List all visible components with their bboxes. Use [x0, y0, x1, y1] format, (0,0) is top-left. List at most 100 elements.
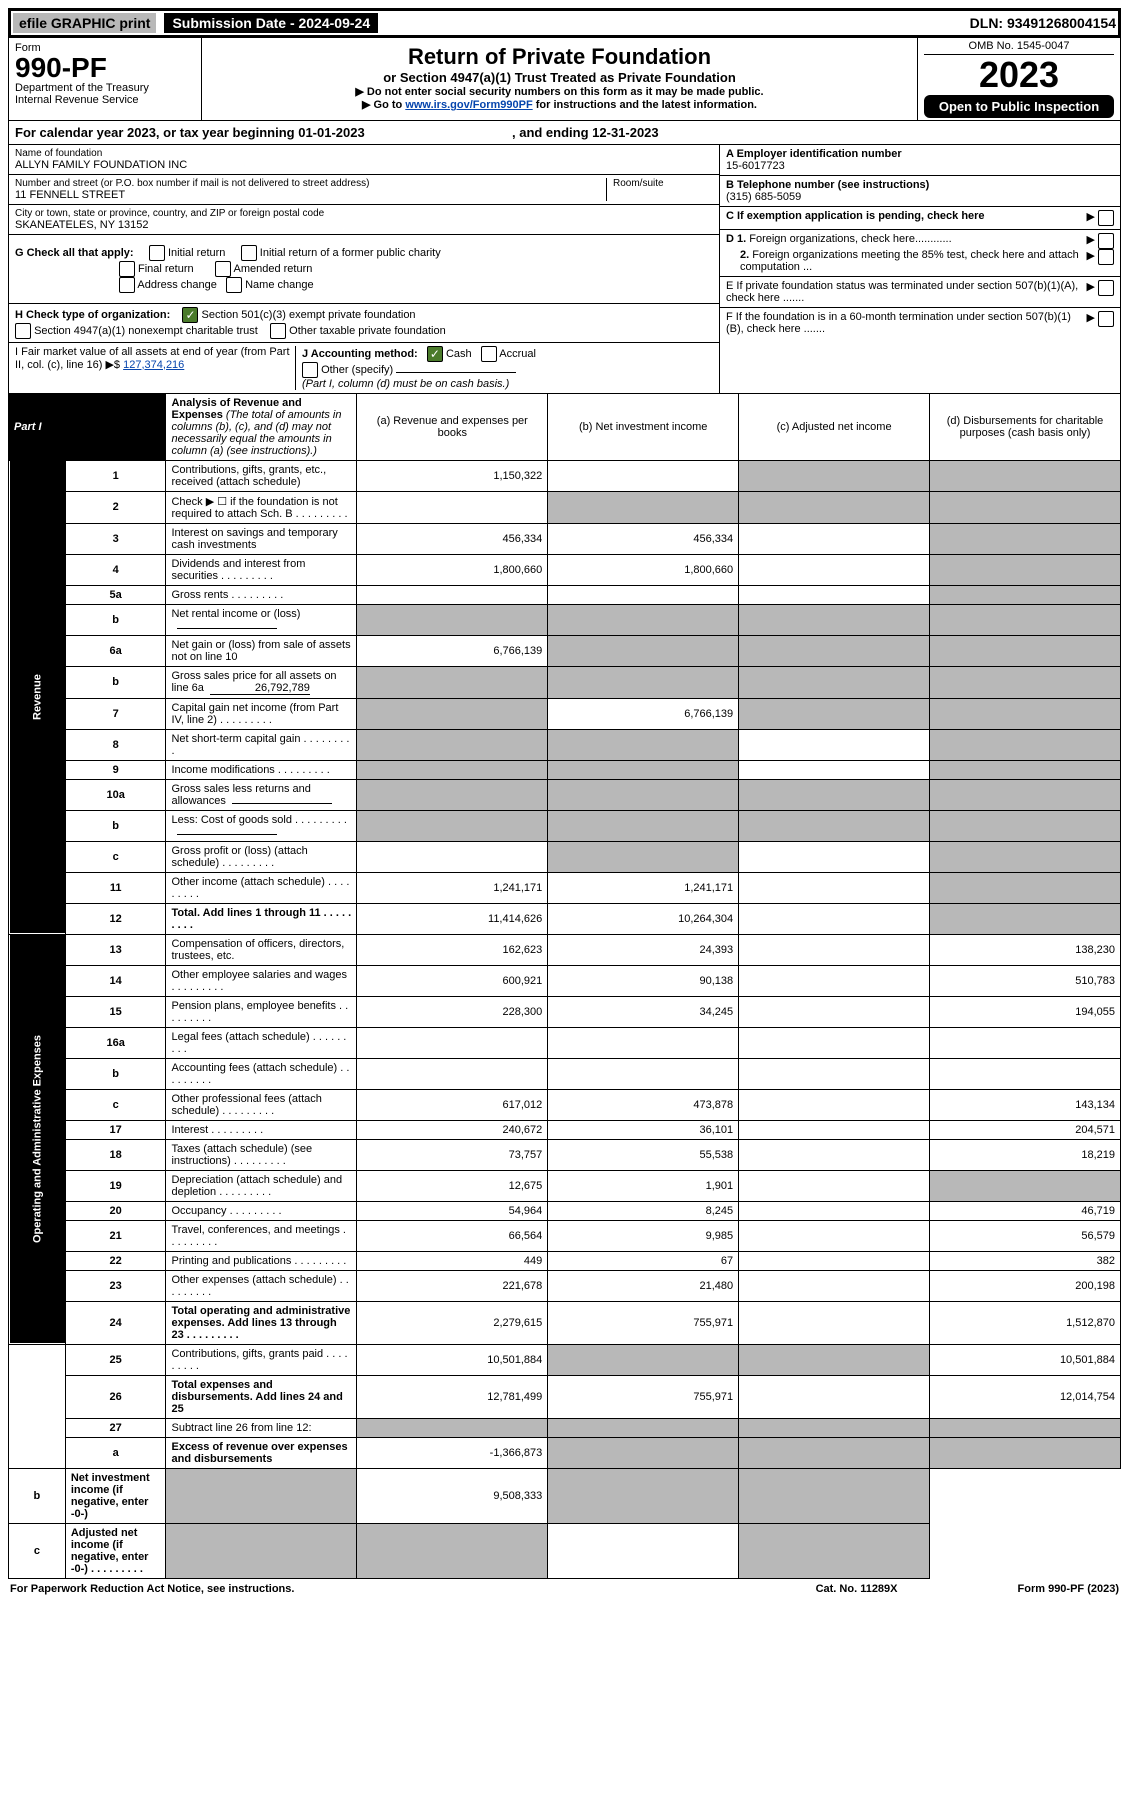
- cal-begin: For calendar year 2023, or tax year begi…: [15, 125, 365, 140]
- j-other: Other (specify): [321, 364, 393, 376]
- phone-value: (315) 685-5059: [726, 191, 801, 203]
- c-checkbox[interactable]: [1098, 210, 1114, 226]
- note-2b: for instructions and the latest informat…: [533, 99, 757, 111]
- value-cell: [548, 841, 739, 872]
- value-cell: 194,055: [930, 996, 1121, 1027]
- value-cell: [357, 729, 548, 760]
- j-accrual-checkbox[interactable]: [481, 346, 497, 362]
- value-cell: 54,964: [357, 1201, 548, 1220]
- h-4947-checkbox[interactable]: [15, 323, 31, 339]
- value-cell: 1,512,870: [930, 1301, 1121, 1344]
- blank-cell: [9, 1344, 66, 1468]
- table-row: bAccounting fees (attach schedule) . . .…: [9, 1058, 1121, 1089]
- table-row: 11Other income (attach schedule) . . . .…: [9, 872, 1121, 903]
- j-other-checkbox[interactable]: [302, 362, 318, 378]
- g-former-checkbox[interactable]: [241, 245, 257, 261]
- value-cell: [739, 1120, 930, 1139]
- g-initial-checkbox[interactable]: [149, 245, 165, 261]
- g-amended-checkbox[interactable]: [215, 261, 231, 277]
- table-row: 4Dividends and interest from securities …: [9, 554, 1121, 585]
- value-cell: [739, 996, 930, 1027]
- arrow-icon: ▶: [1086, 210, 1094, 226]
- arrow-icon: ▶: [1086, 280, 1094, 304]
- line-description: Income modifications . . . . . . . . .: [166, 760, 357, 779]
- value-cell: [357, 491, 548, 523]
- col-c-header: (c) Adjusted net income: [739, 393, 930, 460]
- table-row: 3Interest on savings and temporary cash …: [9, 523, 1121, 554]
- value-cell: [930, 604, 1121, 635]
- top-bar: efile GRAPHIC print Submission Date - 20…: [8, 8, 1121, 38]
- table-row: 21Travel, conferences, and meetings . . …: [9, 1220, 1121, 1251]
- col-d-header: (d) Disbursements for charitable purpose…: [930, 393, 1121, 460]
- line-description: Total. Add lines 1 through 11 . . . . . …: [166, 903, 357, 934]
- line-number: b: [65, 1058, 166, 1089]
- table-row: 7Capital gain net income (from Part IV, …: [9, 698, 1121, 729]
- h-501c3-checkbox[interactable]: [182, 307, 198, 323]
- value-cell: [930, 585, 1121, 604]
- value-cell: [548, 491, 739, 523]
- tax-year: 2023: [924, 55, 1114, 95]
- line-description: Net gain or (loss) from sale of assets n…: [166, 635, 357, 666]
- value-cell: 473,878: [548, 1089, 739, 1120]
- value-cell: 12,014,754: [930, 1375, 1121, 1418]
- f-checkbox[interactable]: [1098, 311, 1114, 327]
- note-2a: ▶ Go to: [362, 99, 405, 111]
- line-description: Occupancy . . . . . . . . .: [166, 1201, 357, 1220]
- g-namechg-checkbox[interactable]: [226, 277, 242, 293]
- value-cell: 382: [930, 1251, 1121, 1270]
- j-accrual: Accrual: [499, 348, 536, 360]
- irs-link[interactable]: www.irs.gov/Form990PF: [405, 99, 532, 111]
- table-row: Operating and Administrative Expenses13C…: [9, 934, 1121, 965]
- value-cell: [357, 1058, 548, 1089]
- e-checkbox[interactable]: [1098, 280, 1114, 296]
- line-number: 13: [65, 934, 166, 965]
- value-cell: [739, 1201, 930, 1220]
- line-description: Interest . . . . . . . . .: [166, 1120, 357, 1139]
- line-description: Net rental income or (loss): [166, 604, 357, 635]
- d2-checkbox[interactable]: [1098, 249, 1114, 265]
- table-row: 8Net short-term capital gain . . . . . .…: [9, 729, 1121, 760]
- table-row: 6aNet gain or (loss) from sale of assets…: [9, 635, 1121, 666]
- j-cash-checkbox[interactable]: [427, 346, 443, 362]
- line-description: Subtract line 26 from line 12:: [166, 1418, 357, 1437]
- line-number: 2: [65, 491, 166, 523]
- line-number: 16a: [65, 1027, 166, 1058]
- value-cell: [930, 760, 1121, 779]
- line-number: 23: [65, 1270, 166, 1301]
- value-cell: [548, 1027, 739, 1058]
- g-address-checkbox[interactable]: [119, 277, 135, 293]
- line-number: 27: [65, 1418, 166, 1437]
- line-number: 11: [65, 872, 166, 903]
- value-cell: [357, 1418, 548, 1437]
- value-cell: [739, 666, 930, 698]
- h-other-checkbox[interactable]: [270, 323, 286, 339]
- value-cell: [930, 903, 1121, 934]
- value-cell: [739, 1270, 930, 1301]
- efile-btn[interactable]: efile GRAPHIC print: [13, 13, 156, 33]
- omb-number: OMB No. 1545-0047: [924, 40, 1114, 55]
- dln: DLN: 93491268004154: [970, 15, 1116, 31]
- value-cell: [739, 760, 930, 779]
- value-cell: [930, 635, 1121, 666]
- form-subtitle: or Section 4947(a)(1) Trust Treated as P…: [208, 70, 911, 85]
- line-number: 3: [65, 523, 166, 554]
- table-row: 5aGross rents . . . . . . . . .: [9, 585, 1121, 604]
- fmv-value[interactable]: 127,374,216: [123, 359, 184, 371]
- value-cell: [739, 491, 930, 523]
- line-number: 5a: [65, 585, 166, 604]
- line-description: Other income (attach schedule) . . . . .…: [166, 872, 357, 903]
- line-description: Net short-term capital gain . . . . . . …: [166, 729, 357, 760]
- value-cell: [739, 1523, 930, 1578]
- form-header: Form 990-PF Department of the Treasury I…: [8, 38, 1121, 121]
- city-label: City or town, state or province, country…: [15, 208, 713, 219]
- value-cell: [548, 1468, 739, 1523]
- line-number: 4: [65, 554, 166, 585]
- f-label: F If the foundation is in a 60-month ter…: [726, 311, 1086, 335]
- d1-checkbox[interactable]: [1098, 233, 1114, 249]
- value-cell: 755,971: [548, 1301, 739, 1344]
- table-row: cAdjusted net income (if negative, enter…: [9, 1523, 1121, 1578]
- g-final-checkbox[interactable]: [119, 261, 135, 277]
- value-cell: 143,134: [930, 1089, 1121, 1120]
- table-row: 22Printing and publications . . . . . . …: [9, 1251, 1121, 1270]
- e-label: E If private foundation status was termi…: [726, 280, 1086, 304]
